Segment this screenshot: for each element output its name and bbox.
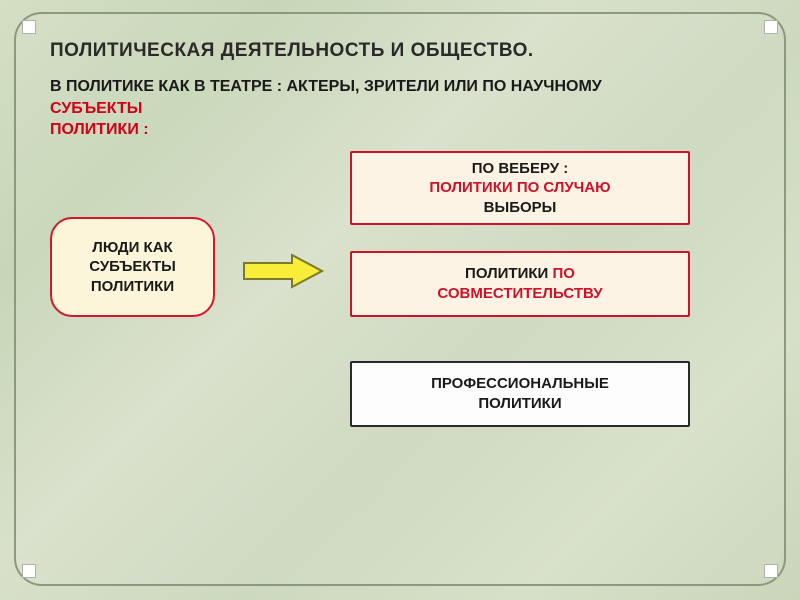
corner-decoration [764, 20, 778, 34]
node-line: ПОЛИТИКИ [478, 394, 561, 414]
slide-title: ПОЛИТИЧЕСКАЯ ДЕЯТЕЛЬНОСТЬ И ОБЩЕСТВО. [50, 40, 750, 62]
category-node-1: ПО ВЕБЕРУ : ПОЛИТИКИ ПО СЛУЧАЮ ВЫБОРЫ [350, 151, 690, 225]
node-text: ПО ВЕБЕРУ [472, 160, 564, 177]
corner-decoration [22, 20, 36, 34]
node-line-red: СОВМЕСТИТЕЛЬСТВУ [437, 284, 602, 304]
subtitle-red-2: ПОЛИТИКИ : [50, 121, 149, 138]
source-node: ЛЮДИ КАК СУБЪЕКТЫ ПОЛИТИКИ [50, 217, 215, 317]
node-text: ПОЛИТИКИ [465, 265, 552, 282]
slide-content: ПОЛИТИЧЕСКАЯ ДЕЯТЕЛЬНОСТЬ И ОБЩЕСТВО. В … [50, 40, 750, 560]
diagram-area: ЛЮДИ КАК СУБЪЕКТЫ ПОЛИТИКИ ПО ВЕБЕРУ : П… [50, 149, 750, 529]
node-line: ПОЛИТИКИ [91, 277, 174, 297]
node-line: ПО ВЕБЕРУ : [472, 159, 569, 179]
subtitle-text: В ПОЛИТИКЕ КАК В ТЕАТРЕ : АКТЕРЫ, ЗРИТЕЛ… [50, 78, 602, 95]
node-line-red: ПОЛИТИКИ ПО СЛУЧАЮ [429, 178, 610, 198]
subtitle-red: СУБЪЕКТЫ [50, 100, 142, 117]
node-line: СУБЪЕКТЫ [89, 257, 176, 277]
category-node-2: ПОЛИТИКИ ПО СОВМЕСТИТЕЛЬСТВУ [350, 251, 690, 317]
arrow-icon [242, 253, 324, 289]
corner-decoration [764, 564, 778, 578]
node-text: : [563, 160, 568, 177]
node-line: ПРОФЕССИОНАЛЬНЫЕ [431, 374, 609, 394]
corner-decoration [22, 564, 36, 578]
node-line: ВЫБОРЫ [484, 198, 557, 218]
slide-subtitle: В ПОЛИТИКЕ КАК В ТЕАТРЕ : АКТЕРЫ, ЗРИТЕЛ… [50, 76, 670, 141]
node-text-red: ПО [552, 265, 574, 282]
node-line: ЛЮДИ КАК [92, 238, 172, 258]
category-node-3: ПРОФЕССИОНАЛЬНЫЕ ПОЛИТИКИ [350, 361, 690, 427]
node-line: ПОЛИТИКИ ПО [465, 264, 575, 284]
